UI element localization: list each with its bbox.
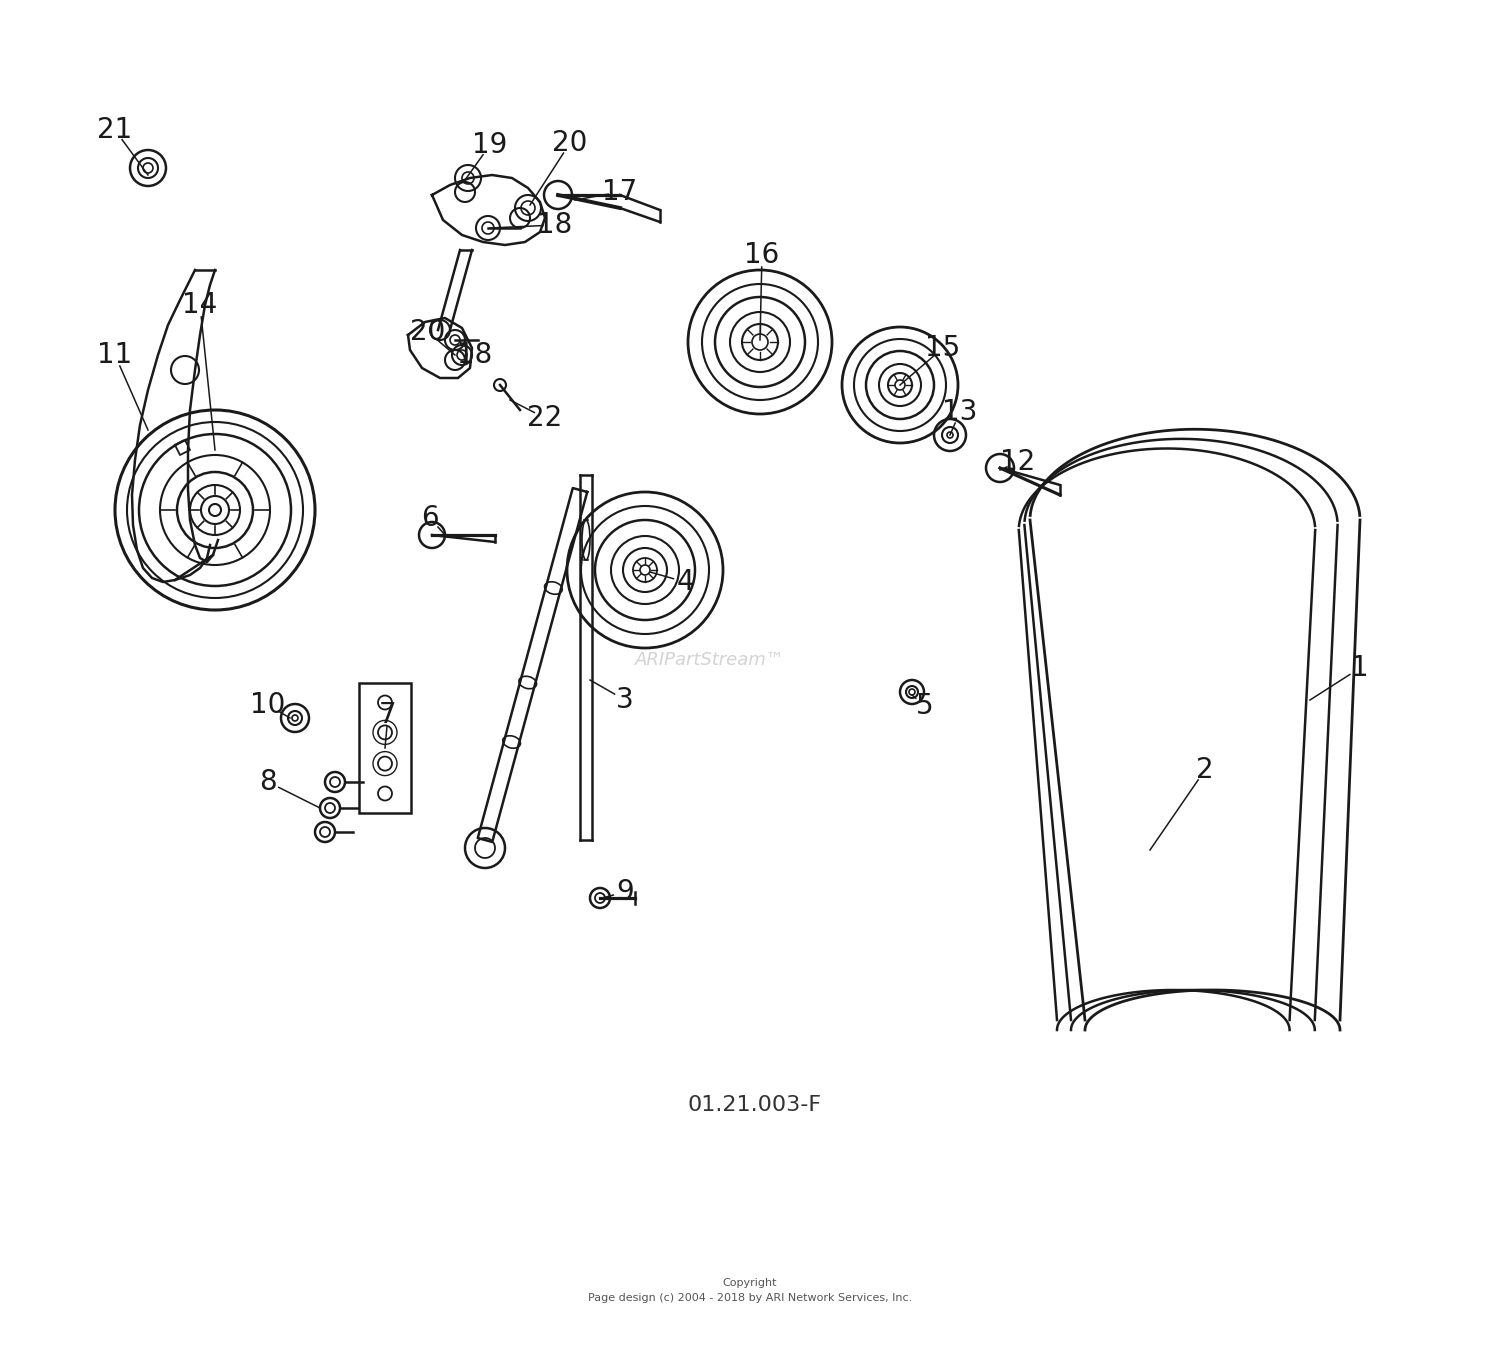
Text: 1: 1 — [1352, 654, 1370, 682]
Text: 20: 20 — [552, 129, 588, 157]
Text: 21: 21 — [98, 116, 132, 144]
Text: 20: 20 — [411, 318, 446, 346]
Text: 11: 11 — [98, 341, 132, 369]
Text: 18: 18 — [458, 341, 492, 369]
Text: 22: 22 — [528, 403, 562, 432]
Text: 14: 14 — [183, 290, 218, 319]
Text: Copyright: Copyright — [723, 1278, 777, 1288]
Text: ARIPartStream™: ARIPartStream™ — [634, 652, 784, 669]
Text: 3: 3 — [616, 686, 634, 714]
Text: 12: 12 — [1000, 448, 1035, 476]
Text: 8: 8 — [260, 767, 278, 796]
Text: 6: 6 — [422, 504, 440, 532]
Text: Page design (c) 2004 - 2018 by ARI Network Services, Inc.: Page design (c) 2004 - 2018 by ARI Netwo… — [588, 1293, 912, 1303]
Text: 19: 19 — [472, 131, 507, 159]
Text: 18: 18 — [537, 211, 573, 239]
Text: 9: 9 — [616, 878, 634, 906]
Text: 10: 10 — [251, 691, 285, 720]
Text: 7: 7 — [380, 701, 398, 729]
Text: 01.21.003-F: 01.21.003-F — [688, 1094, 822, 1115]
Text: 17: 17 — [603, 179, 638, 206]
Text: 2: 2 — [1196, 756, 1214, 784]
Text: 16: 16 — [744, 241, 780, 269]
Text: 5: 5 — [916, 692, 934, 720]
Text: 4: 4 — [676, 568, 694, 596]
Text: 15: 15 — [926, 334, 960, 363]
Text: 13: 13 — [942, 398, 978, 427]
